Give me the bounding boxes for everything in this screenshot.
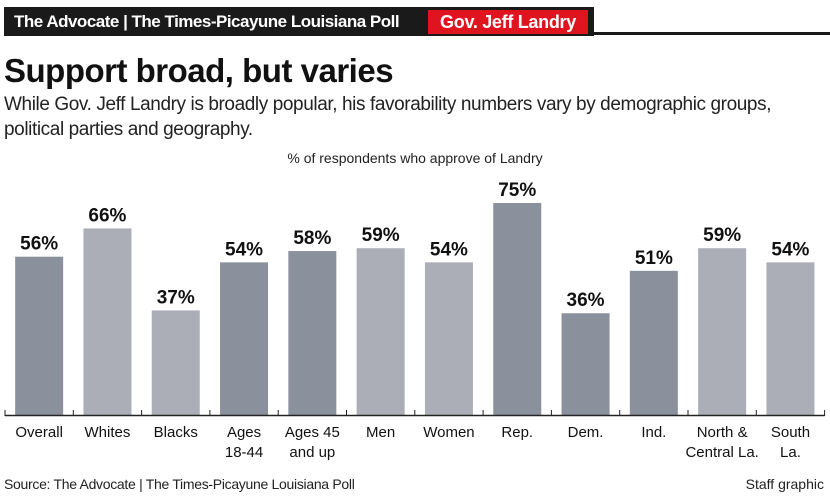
data-label: 56%	[20, 234, 58, 255]
category-label: Ages 45	[285, 424, 340, 441]
data-label: 54%	[430, 239, 468, 260]
bar	[424, 262, 473, 415]
category-label: Whites	[85, 424, 131, 441]
chart-headline: Support broad, but varies	[4, 52, 394, 89]
category-label: South	[771, 424, 810, 441]
bar	[356, 248, 405, 415]
data-label: 54%	[771, 239, 809, 260]
category-label: Central La.	[685, 444, 758, 461]
bar	[561, 313, 610, 415]
chart-title: % of respondents who approve of Landry	[287, 150, 543, 166]
data-label: 66%	[88, 205, 126, 226]
category-label: Men	[366, 424, 395, 441]
category-label: Rep.	[501, 424, 533, 441]
category-label: 18-44	[225, 444, 263, 461]
credit: Staff graphic	[745, 476, 824, 492]
header-source: The Advocate | The Times-Picayune Louisi…	[4, 7, 402, 36]
bar	[698, 248, 747, 415]
data-label: 58%	[293, 228, 331, 249]
category-label: and up	[289, 444, 335, 461]
data-label: 51%	[635, 248, 673, 269]
data-label: 54%	[225, 239, 263, 260]
data-label: 37%	[157, 287, 195, 308]
source-note: Source: The Advocate | The Times-Picayun…	[4, 476, 355, 492]
category-label: Ages	[227, 424, 261, 441]
category-label: La.	[780, 444, 801, 461]
bar	[493, 203, 542, 415]
category-label: Dem.	[568, 424, 604, 441]
data-label: 59%	[703, 225, 741, 246]
chart-subtitle: While Gov. Jeff Landry is broadly popula…	[4, 94, 772, 140]
header-topic: Gov. Jeff Landry	[428, 10, 588, 34]
category-label: Overall	[15, 424, 63, 441]
bar	[151, 310, 200, 415]
data-label: 75%	[498, 180, 536, 201]
category-label: Women	[423, 424, 474, 441]
bar	[288, 251, 337, 415]
bar	[83, 228, 132, 415]
bar	[629, 270, 678, 415]
data-label: 36%	[567, 290, 605, 311]
category-label: North &	[697, 424, 748, 441]
category-label: Ind.	[641, 424, 666, 441]
data-label: 59%	[362, 225, 400, 246]
bar	[766, 262, 815, 415]
category-label: Blacks	[154, 424, 198, 441]
bar	[15, 256, 64, 415]
bar	[220, 262, 269, 415]
header-rule	[590, 32, 830, 35]
